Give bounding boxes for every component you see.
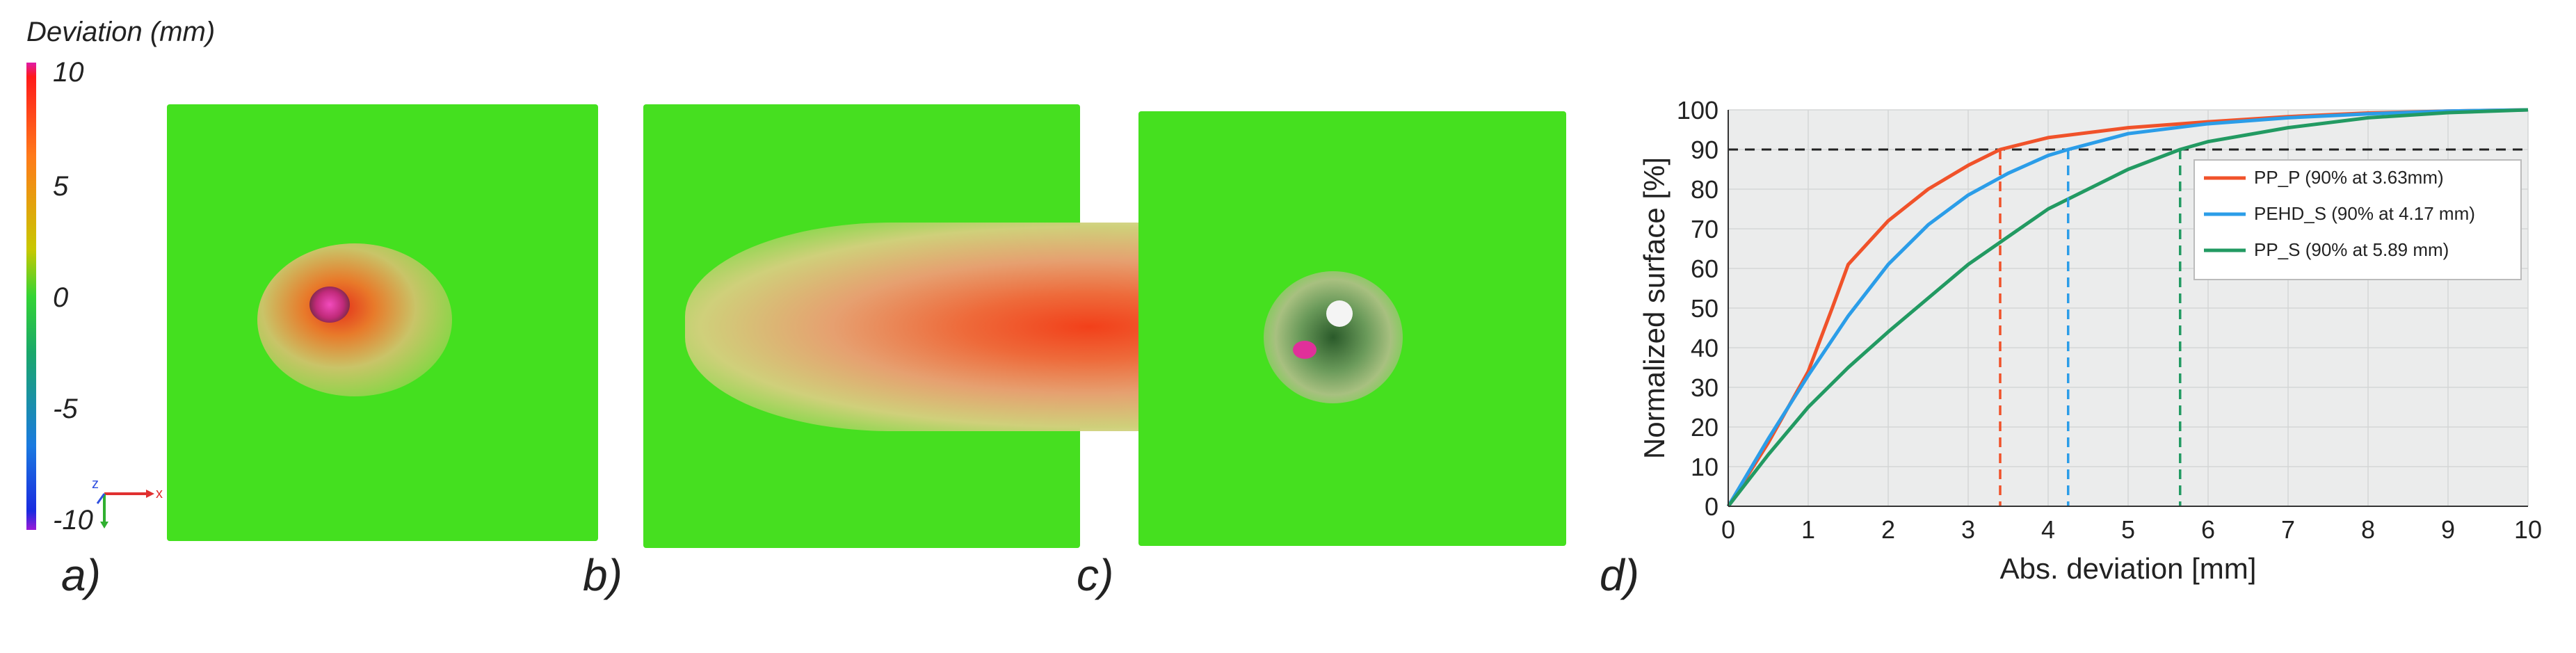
y-tick-label: 80 — [1691, 175, 1718, 204]
colorscale-title: Deviation (mm) — [26, 17, 216, 47]
series-line-1 — [1726, 108, 2529, 508]
x-tick-label: 2 — [1881, 515, 1895, 544]
x-tick-label: 5 — [2121, 515, 2135, 544]
specimen-c-heatmap — [1138, 111, 1566, 546]
y-tick-label: 10 — [1691, 453, 1718, 481]
colorscale-tick-0: 0 — [53, 282, 69, 313]
colorscale-tick-10: 10 — [53, 57, 84, 88]
x-axis-label: Abs. deviation [mm] — [2000, 552, 2257, 585]
panel-label-b: b) — [583, 550, 622, 600]
y-tick-label: 30 — [1691, 373, 1718, 402]
x-tick-label: 4 — [2041, 515, 2055, 544]
colorscale-bar — [26, 63, 36, 530]
x-tick-label: 3 — [1961, 515, 1975, 544]
specimen-a-heatmap — [167, 104, 598, 541]
axis-x-label: x — [156, 486, 163, 501]
impact-crater-a — [309, 287, 350, 323]
deviation-spot-c — [1264, 271, 1403, 403]
colorscale-tick-minus5: -5 — [53, 394, 78, 424]
y-axis-label: Normalized surface [%] — [1638, 157, 1671, 459]
y-tick-label: 0 — [1705, 492, 1718, 521]
y-tick-label: 50 — [1691, 294, 1718, 323]
axis-triad-icon: x z — [92, 476, 163, 529]
legend-label-1: PEHD_S (90% at 4.17 mm) — [2254, 203, 2475, 224]
y-tick-label: 40 — [1691, 334, 1718, 362]
x-tick-label: 8 — [2361, 515, 2375, 544]
x-tick-label: 1 — [1801, 515, 1815, 544]
y-tick-label: 90 — [1691, 136, 1718, 164]
x-tick-label: 10 — [2514, 515, 2542, 544]
legend-label-0: PP_P (90% at 3.63mm) — [2254, 167, 2444, 188]
specimen-b-heatmap — [643, 104, 1144, 548]
impact-hole-c — [1326, 300, 1353, 327]
colorscale-tick-minus10: -10 — [53, 505, 93, 535]
deviation-spot-a — [257, 243, 452, 396]
legend-box — [2193, 159, 2522, 280]
panel-label-c: c) — [1077, 550, 1114, 600]
axis-z-label: z — [92, 476, 99, 492]
series-line-2 — [1727, 108, 2529, 508]
panel-label-a: a) — [61, 550, 101, 600]
y-tick-label: 60 — [1691, 255, 1718, 283]
deviation-spot-b — [685, 223, 1144, 431]
colorscale-tick-5: 5 — [53, 171, 69, 202]
y-tick-label: 100 — [1677, 96, 1718, 124]
y-tick-label: 70 — [1691, 215, 1718, 243]
x-tick-label: 7 — [2281, 515, 2295, 544]
panel-label-d: d) — [1600, 550, 1639, 600]
impact-crater-c — [1293, 341, 1317, 359]
x-tick-label: 6 — [2201, 515, 2215, 544]
x-tick-label: 0 — [1721, 515, 1735, 544]
y-tick-label: 20 — [1691, 413, 1718, 442]
x-tick-label: 9 — [2441, 515, 2455, 544]
legend-label-2: PP_S (90% at 5.89 mm) — [2254, 239, 2449, 260]
